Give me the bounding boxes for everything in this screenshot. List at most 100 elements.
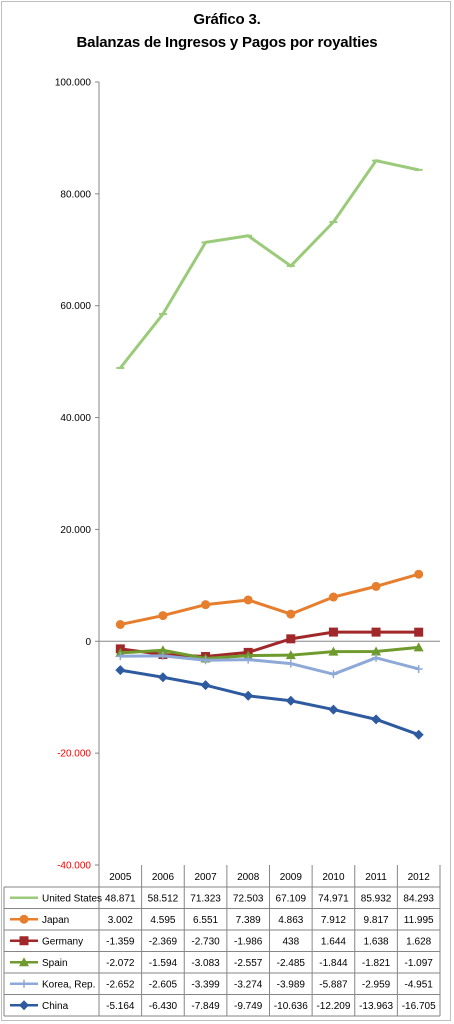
- y-tick-label: 0: [85, 637, 91, 648]
- data-point-china: [328, 704, 339, 715]
- series-line-japan: [120, 572, 420, 626]
- x-category-label: 2012: [408, 872, 431, 883]
- data-label: 7.389: [236, 915, 261, 926]
- data-label: 1.628: [406, 936, 431, 947]
- data-label: 9.817: [364, 915, 389, 926]
- legend-series-name: Japan: [42, 915, 69, 926]
- legend-series-name: Spain: [42, 958, 68, 969]
- data-label: -2.369: [149, 936, 178, 947]
- data-point-germany: [414, 627, 424, 637]
- data-point-korea-rep: [116, 652, 125, 661]
- data-point-china: [285, 695, 296, 706]
- data-label: -1.594: [149, 958, 178, 969]
- data-label: -13.963: [359, 1001, 393, 1012]
- series-line-spain: [120, 645, 419, 661]
- data-label: 438: [282, 936, 299, 947]
- legend-key-marker: [19, 1000, 29, 1011]
- data-point-china: [413, 729, 424, 740]
- y-tick-label: -20.000: [57, 749, 91, 760]
- series-line-united-states: [119, 159, 420, 369]
- data-point-germany: [371, 627, 381, 637]
- y-tick-label: 60.000: [60, 301, 91, 312]
- data-label: -4.951: [405, 979, 434, 990]
- data-point-korea-rep: [414, 664, 423, 673]
- data-label: -3.399: [191, 979, 220, 990]
- data-point-japan: [328, 592, 338, 602]
- data-point-spain: [413, 642, 424, 652]
- data-point-spain: [157, 645, 168, 655]
- y-tick-label: -40.000: [57, 861, 91, 872]
- data-label: 11.995: [404, 915, 434, 926]
- data-point-china: [157, 672, 168, 683]
- x-category-label: 2005: [109, 872, 132, 883]
- series-line-korea-rep: [120, 654, 420, 676]
- data-point-japan: [158, 611, 168, 621]
- legend-series-name: China: [42, 1001, 69, 1012]
- x-category-label: 2006: [152, 872, 175, 883]
- data-label: -1.986: [234, 936, 263, 947]
- data-point-germany: [328, 627, 338, 637]
- data-point-japan: [286, 609, 296, 619]
- chart-title-line-2: Balanzas de Ingresos y Pagos por royalti…: [76, 34, 378, 51]
- data-label: -2.730: [191, 936, 220, 947]
- data-label: 72.503: [233, 893, 264, 904]
- data-label: -12.209: [316, 1001, 350, 1012]
- x-category-label: 2010: [322, 872, 345, 883]
- data-point-spain: [285, 650, 296, 660]
- data-label: 6.551: [193, 915, 218, 926]
- data-label: 4.863: [278, 915, 303, 926]
- data-label: 67.109: [276, 893, 307, 904]
- data-label: -2.557: [234, 958, 263, 969]
- legend-series-name: Korea, Rep.: [42, 979, 95, 990]
- data-point-china: [115, 665, 126, 676]
- data-point-korea-rep: [158, 651, 167, 660]
- y-tick-label: 100.000: [55, 78, 92, 89]
- x-category-label: 2008: [237, 872, 260, 883]
- data-point-japan: [115, 619, 125, 629]
- series-line-china: [120, 668, 420, 737]
- data-label: -1.821: [362, 958, 391, 969]
- data-label: 1.638: [364, 936, 389, 947]
- data-label: -1.844: [319, 958, 348, 969]
- data-label: -3.274: [234, 979, 263, 990]
- data-label: 58.512: [148, 893, 179, 904]
- legend-series-name: Germany: [42, 936, 83, 947]
- data-point-china: [243, 690, 254, 701]
- data-label: 74.971: [318, 893, 349, 904]
- legend-key-marker: [19, 914, 29, 924]
- data-point-japan: [371, 581, 381, 591]
- y-tick-label: 80.000: [60, 189, 91, 200]
- data-point-china: [371, 714, 382, 725]
- data-label: 1.644: [321, 936, 346, 947]
- data-label: -9.749: [234, 1001, 263, 1012]
- data-point-korea-rep: [201, 656, 210, 665]
- data-label: 4.595: [150, 915, 175, 926]
- data-point-korea-rep: [244, 655, 253, 664]
- data-point-spain: [371, 646, 382, 656]
- data-point-korea-rep: [329, 670, 338, 679]
- data-label: -6.430: [149, 1001, 178, 1012]
- data-label: -5.887: [319, 979, 348, 990]
- data-label: -2.959: [362, 979, 391, 990]
- data-label: -2.485: [277, 958, 306, 969]
- data-label: 84.293: [403, 893, 434, 904]
- data-label: -1.097: [405, 958, 434, 969]
- y-tick-label: 20.000: [60, 525, 91, 536]
- data-point-japan: [201, 600, 211, 610]
- data-point-korea-rep: [372, 653, 381, 662]
- data-label: 48.871: [105, 893, 136, 904]
- chart-title-line-1: Gráfico 3.: [193, 11, 261, 28]
- data-label: 3.002: [108, 915, 133, 926]
- data-label: -2.072: [106, 958, 135, 969]
- data-label: -2.605: [149, 979, 178, 990]
- data-point-japan: [414, 569, 424, 579]
- data-point-spain: [243, 650, 254, 660]
- data-label: -7.849: [191, 1001, 220, 1012]
- data-label: -16.705: [402, 1001, 436, 1012]
- data-label: 85.932: [361, 893, 392, 904]
- data-label: 7.912: [321, 915, 346, 926]
- data-point-germany: [286, 634, 296, 644]
- legend-key-marker: [20, 979, 28, 988]
